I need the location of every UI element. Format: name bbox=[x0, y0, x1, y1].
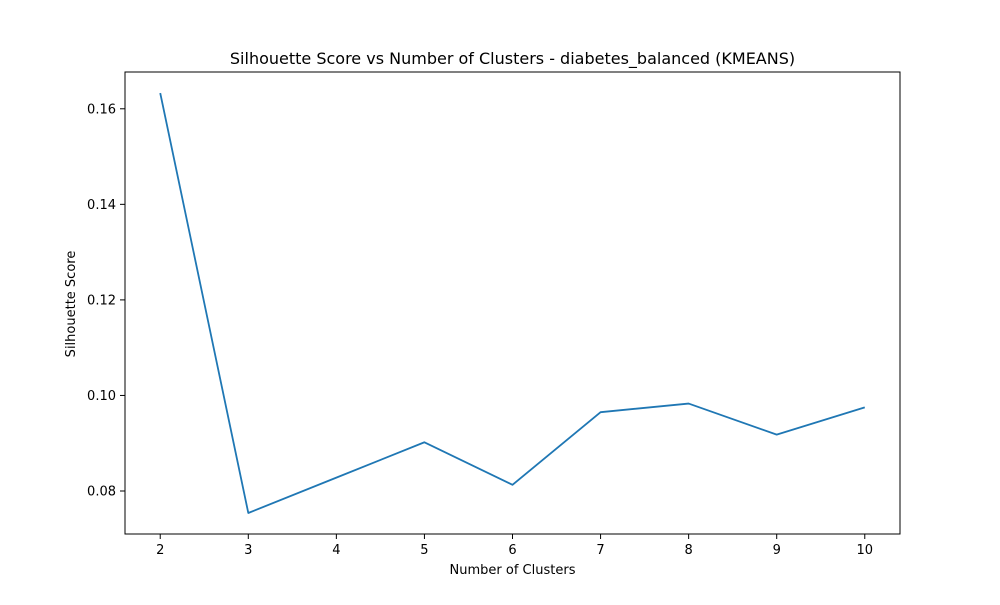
plot-area: 2 3 4 5 6 7 8 9 10 0.08 0.10 0.12 0.14 0.16 bbox=[87, 71, 901, 558]
chart-title: Silhouette Score vs Number of Clusters -… bbox=[230, 49, 795, 69]
y-tick-label-0.08: 0.08 bbox=[87, 485, 116, 500]
y-tick-label-0.16: 0.16 bbox=[87, 102, 116, 117]
y-tick-label-0.10: 0.10 bbox=[87, 389, 116, 404]
y-tick-label-0.12: 0.12 bbox=[87, 293, 116, 308]
x-tick-label-8: 8 bbox=[684, 543, 692, 558]
y-axis-label: Silhouette Score bbox=[64, 251, 79, 358]
x-tick-label-4: 4 bbox=[332, 543, 340, 558]
x-tick-label-7: 7 bbox=[596, 543, 604, 558]
y-tick-label-0.14: 0.14 bbox=[87, 198, 116, 213]
x-tick-label-5: 5 bbox=[420, 543, 428, 558]
x-tick-label-2: 2 bbox=[156, 543, 164, 558]
x-tick-label-9: 9 bbox=[773, 543, 781, 558]
x-axis-label: Number of Clusters bbox=[450, 563, 576, 578]
x-tick-label-3: 3 bbox=[244, 543, 252, 558]
series-line bbox=[159, 92, 866, 514]
x-tick-label-10: 10 bbox=[856, 543, 873, 558]
x-tick-label-6: 6 bbox=[508, 543, 516, 558]
